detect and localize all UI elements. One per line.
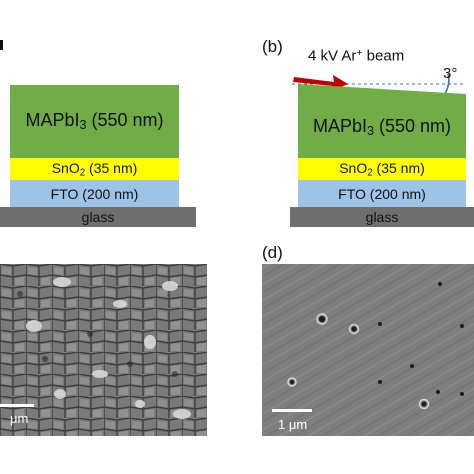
panel-a-perovskite-label: MAPbI3 (550 nm): [25, 110, 164, 133]
panel-b-fto-label: FTO (200 nm): [338, 185, 426, 202]
panel-a-label-fragment: [0, 40, 3, 50]
panel-a-glass-label: glass: [81, 209, 115, 225]
panel-a-glass-layer: glass: [0, 207, 196, 227]
panel-a-sno2-layer: SnO2 (35 nm): [10, 158, 179, 180]
panel-d-sem-image: 1 μm: [262, 264, 474, 436]
panel-a-perovskite-layer: MAPbI3 (550 nm): [10, 85, 179, 158]
panel-a-fto-layer: FTO (200 nm): [10, 180, 179, 207]
panel-b-glass-label: glass: [365, 209, 399, 225]
panel-d-label: (d): [262, 243, 283, 262]
panel-c-scale-bar: [0, 404, 34, 407]
panel-a-fto-label: FTO (200 nm): [50, 185, 139, 202]
beam-label: 4 kV Ar+ beam: [308, 47, 405, 65]
panel-d-scale-text: 1 μm: [278, 417, 308, 432]
panel-a-sno2-label: SnO2 (35 nm): [51, 159, 138, 179]
panel-b-sno2-label: SnO2 (35 nm): [339, 159, 425, 179]
tilt-angle-label: 3°: [443, 65, 458, 82]
panel-b-label: (b): [262, 37, 283, 56]
panel-b-glass-layer: glass: [290, 207, 474, 227]
panel-b-perovskite-label: MAPbI3 (550 nm): [312, 115, 452, 139]
panel-b-sno2-layer: SnO2 (35 nm): [298, 158, 466, 180]
panel-c-sem-image: μm: [0, 264, 207, 436]
panel-b-fto-layer: FTO (200 nm): [298, 180, 466, 207]
panel-c-scale-text: μm: [10, 411, 29, 426]
panel-d-scale-bar: [272, 409, 312, 412]
panel-b-perovskite-layer: [298, 84, 466, 158]
grain-texture: [0, 264, 207, 436]
smooth-surface-texture: [262, 264, 474, 436]
